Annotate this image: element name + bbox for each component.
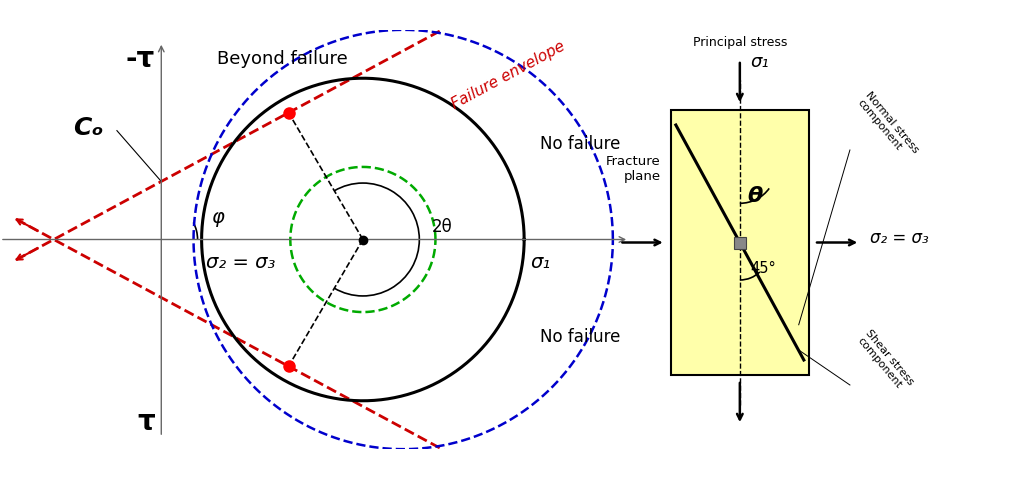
Text: 2θ: 2θ <box>431 217 453 235</box>
Text: Cₒ: Cₒ <box>74 115 104 139</box>
Text: Failure envelope: Failure envelope <box>449 38 567 112</box>
Text: σ₂ = σ₃: σ₂ = σ₃ <box>870 229 929 247</box>
FancyBboxPatch shape <box>733 237 745 249</box>
Text: σ₁: σ₁ <box>750 53 769 71</box>
Text: φ: φ <box>211 208 224 227</box>
Text: σ₂ = σ₃: σ₂ = σ₃ <box>206 252 275 271</box>
Text: 45°: 45° <box>750 261 776 276</box>
Text: Shear stress
component: Shear stress component <box>855 327 915 394</box>
Text: -τ: -τ <box>126 45 155 73</box>
FancyBboxPatch shape <box>671 111 809 375</box>
Text: τ: τ <box>137 407 155 435</box>
Text: No failure: No failure <box>541 327 621 346</box>
Text: σ₁: σ₁ <box>530 252 551 271</box>
Text: Normal stress
component: Normal stress component <box>855 89 921 162</box>
Text: θ: θ <box>748 185 763 205</box>
Text: No failure: No failure <box>541 134 621 153</box>
Text: Beyond failure: Beyond failure <box>217 50 347 68</box>
Text: Fracture
plane: Fracture plane <box>606 155 660 183</box>
Text: Principal stress: Principal stress <box>692 36 787 49</box>
